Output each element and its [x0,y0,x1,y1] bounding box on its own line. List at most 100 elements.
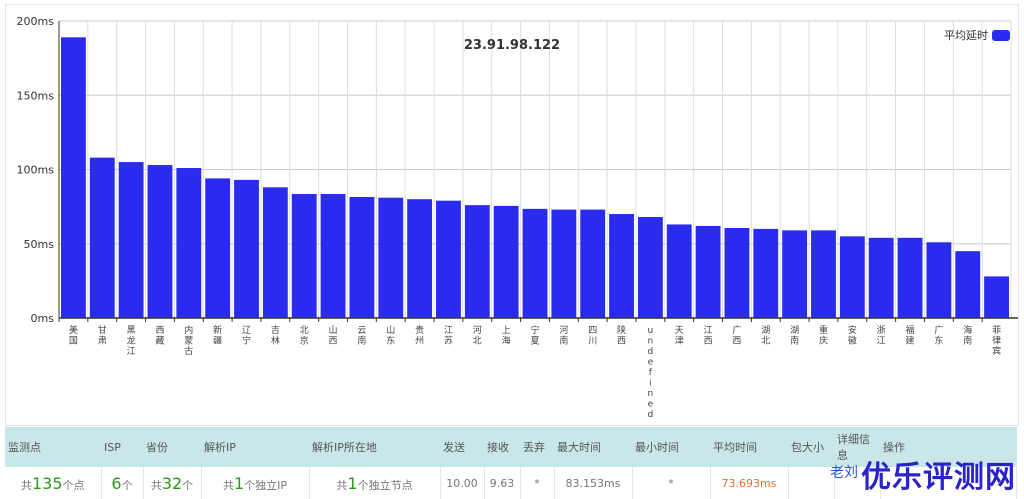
x-tick-label: 南 [790,335,799,347]
x-tick-label: 东 [934,335,943,347]
x-tick-label: 北 [761,336,770,347]
bar [349,196,375,318]
x-tick-label: 南 [559,335,568,347]
x-tick-label: 藏 [155,335,164,347]
x-tick-label: 安 [848,324,857,336]
x-tick-label: 山 [329,325,338,336]
bar [464,205,490,318]
x-tick-label: 南 [357,335,366,347]
x-tick-label: 海 [502,335,511,347]
x-tick-label: n [648,389,654,399]
bar [897,237,923,318]
x-tick-label: 宁 [242,335,251,347]
x-tick-label: 宁 [530,324,539,336]
col-header: 平均时间 [710,427,788,467]
x-tick-label: 津 [675,336,684,347]
y-tick-label: 200ms [17,15,55,28]
bar [176,168,202,318]
bar [695,225,721,318]
col-header: ISP [101,427,143,467]
max-cell: 83.153ms [554,467,633,499]
x-tick-label: 四 [588,326,597,336]
bar [378,197,404,318]
drop-cell: * [520,467,555,499]
bar [147,165,173,318]
bar [407,199,433,318]
x-tick-label: e [648,400,654,410]
x-tick-label: 西 [155,325,164,336]
col-header: 解析IP所在地 [309,427,440,467]
x-tick-label: 河 [473,324,482,336]
table-row: 共135个点 6个 共32个 共1个独立IP 共1个独立节点 10.00 9.6… [5,467,1017,499]
x-tick-label: 湖 [790,325,799,336]
x-tick-label: 疆 [213,336,222,347]
bar [493,205,519,318]
bar [926,242,952,318]
x-tick-label: 陕 [617,324,626,336]
x-tick-label: 云 [357,326,366,336]
x-tick-label: 川 [588,337,597,347]
x-tick-label: 湖 [761,325,770,336]
summary-table: 监测点 ISP 省份 解析IP 解析IP所在地 发送 接收 丢弃 最大时间 最小… [5,427,1017,499]
x-tick-label: 广 [732,324,741,336]
x-tick-label: 林 [271,335,280,347]
x-tick-label: 律 [992,335,1001,347]
x-tick-label: 上 [502,325,511,336]
isp-cell: 6个 [101,467,144,499]
legend-label: 平均延时 [944,29,988,42]
bar [724,228,750,318]
bar [61,37,86,319]
y-tick-label: 0ms [31,312,55,325]
col-header: 解析IP [201,427,309,467]
x-tick-label: e [648,358,654,368]
x-tick-label: 江 [704,325,713,336]
bar [753,228,779,318]
bar [839,236,865,318]
x-tick-label: 山 [386,325,395,336]
x-tick-label: 南 [963,335,972,347]
x-tick-label: 龙 [127,335,136,347]
x-tick-label: 菲 [992,324,1001,336]
bar [551,209,577,318]
chart-frame: 0ms 50ms 100ms 150ms 200ms 美国甘肃黑龙江西藏内蒙古新疆辽宁吉林… [5,4,1019,426]
x-tick-label: 东 [386,335,395,347]
col-header: 监测点 [5,427,101,467]
bar [637,217,663,318]
x-tick-label: n [648,337,654,347]
action-cell [880,467,1017,499]
watermark-sub: 老刘 [830,465,858,481]
x-tick-label: u [648,326,654,336]
x-tick-label: 黑 [127,325,136,336]
col-header: 省份 [143,427,201,467]
bar [609,214,634,318]
bar [868,237,894,318]
size-cell [788,467,835,499]
x-tick-label: 西 [617,336,626,347]
col-header: 接收 [484,427,520,467]
x-tick-label: 夏 [530,336,539,347]
bar [205,178,231,318]
x-tick-label: 福 [906,324,915,336]
col-header: 操作 [880,427,1017,467]
x-tick-label: 甘 [98,324,107,336]
x-tick-label: 肃 [98,335,107,347]
bar [320,194,346,318]
min-cell: * [632,467,711,499]
bar [436,200,461,318]
x-tick-label: d [648,347,654,357]
latency-bar-chart: 0ms50ms100ms150ms200ms美国甘肃黑龙江西藏内蒙古新疆辽宁吉林… [17,15,1019,420]
x-tick-label: 江 [127,346,136,357]
x-tick-label: 徽 [848,335,857,347]
avg-cell: 73.693ms [710,467,789,499]
bar [118,162,144,318]
col-header: 丢弃 [520,427,554,467]
bar [262,187,288,318]
x-tick-label: 海 [963,324,972,336]
bar [666,224,692,318]
x-tick-label: 京 [300,335,309,347]
sent-cell: 10.00 [440,467,485,499]
location-cell: 共1个独立节点 [309,467,441,499]
ip-cell: 共1个独立IP [201,467,310,499]
bar [955,251,981,318]
x-tick-label: 西 [329,336,338,347]
